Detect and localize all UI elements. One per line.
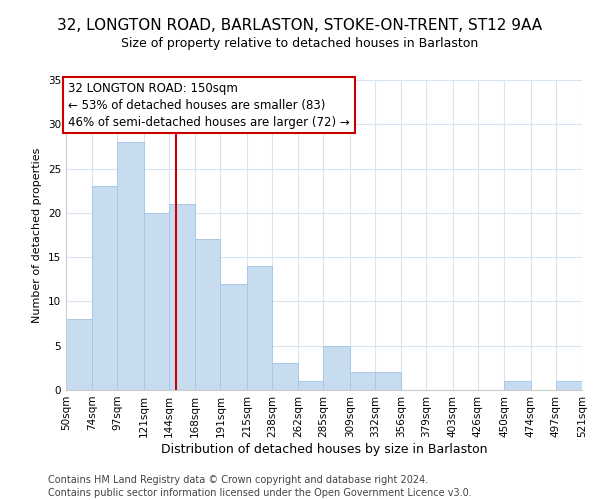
- Bar: [298, 381, 323, 390]
- Text: 32 LONGTON ROAD: 150sqm
← 53% of detached houses are smaller (83)
46% of semi-de: 32 LONGTON ROAD: 150sqm ← 53% of detache…: [68, 82, 350, 129]
- Text: Contains HM Land Registry data © Crown copyright and database right 2024.: Contains HM Land Registry data © Crown c…: [48, 475, 428, 485]
- Text: Contains public sector information licensed under the Open Government Licence v3: Contains public sector information licen…: [48, 488, 472, 498]
- Bar: [66, 319, 92, 390]
- Bar: [350, 372, 375, 390]
- Bar: [169, 204, 195, 390]
- Bar: [118, 142, 144, 390]
- Bar: [504, 381, 530, 390]
- Bar: [375, 372, 401, 390]
- X-axis label: Distribution of detached houses by size in Barlaston: Distribution of detached houses by size …: [161, 442, 487, 456]
- Bar: [323, 346, 350, 390]
- Bar: [272, 364, 298, 390]
- Bar: [195, 240, 220, 390]
- Bar: [220, 284, 247, 390]
- Bar: [556, 381, 582, 390]
- Text: Size of property relative to detached houses in Barlaston: Size of property relative to detached ho…: [121, 38, 479, 51]
- Bar: [92, 186, 118, 390]
- Bar: [144, 213, 169, 390]
- Y-axis label: Number of detached properties: Number of detached properties: [32, 148, 43, 322]
- Bar: [247, 266, 272, 390]
- Text: 32, LONGTON ROAD, BARLASTON, STOKE-ON-TRENT, ST12 9AA: 32, LONGTON ROAD, BARLASTON, STOKE-ON-TR…: [58, 18, 542, 32]
